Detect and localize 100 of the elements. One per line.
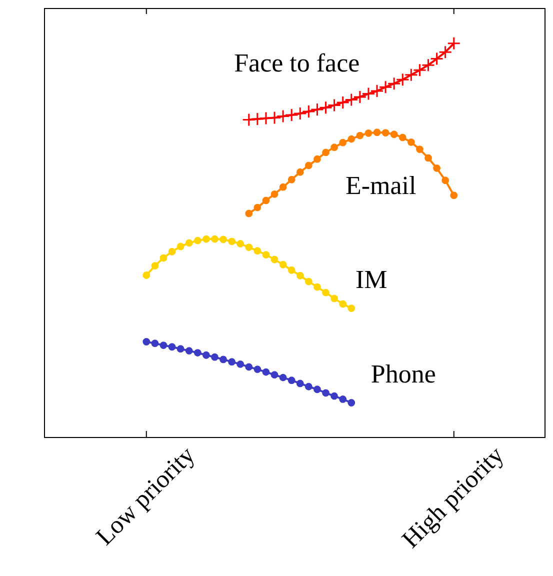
point <box>176 345 184 353</box>
point <box>211 353 218 361</box>
point <box>314 155 321 163</box>
point <box>202 351 210 359</box>
point <box>382 129 390 136</box>
point <box>396 72 410 86</box>
point <box>168 343 176 351</box>
point <box>362 87 376 101</box>
point <box>185 239 193 247</box>
point <box>279 183 287 191</box>
point <box>447 36 461 50</box>
point <box>322 148 330 156</box>
point <box>194 236 202 244</box>
point <box>288 176 296 184</box>
point <box>373 128 381 136</box>
point <box>314 283 321 291</box>
point <box>348 304 356 312</box>
point <box>220 356 227 364</box>
point <box>302 104 316 118</box>
point <box>202 235 210 243</box>
point <box>450 192 458 200</box>
point <box>348 135 356 143</box>
point <box>220 236 227 244</box>
point <box>314 386 321 394</box>
point <box>339 300 347 308</box>
point <box>348 399 356 406</box>
point <box>416 146 424 153</box>
point <box>254 204 262 212</box>
point <box>322 288 330 296</box>
point <box>404 68 418 82</box>
point <box>356 132 364 140</box>
point <box>336 96 350 110</box>
point <box>270 256 278 264</box>
point <box>304 162 312 170</box>
point <box>245 210 253 218</box>
point <box>151 340 159 348</box>
point <box>364 129 372 137</box>
point <box>310 102 324 116</box>
point <box>236 360 244 368</box>
point <box>176 242 184 250</box>
point <box>387 76 401 90</box>
point <box>304 278 312 286</box>
point <box>262 368 270 376</box>
point <box>284 108 298 122</box>
series-label: IM <box>355 265 388 294</box>
point <box>288 266 296 274</box>
point <box>245 244 253 251</box>
point <box>390 130 398 138</box>
point <box>370 84 384 98</box>
point <box>330 144 338 152</box>
point <box>330 294 338 302</box>
point <box>339 396 347 403</box>
point <box>254 247 262 255</box>
point <box>194 349 202 356</box>
point <box>296 380 304 388</box>
series-label: Face to face <box>234 48 360 78</box>
point <box>433 164 440 172</box>
point <box>160 342 168 349</box>
point <box>211 235 218 243</box>
point <box>430 52 444 66</box>
point <box>228 358 236 366</box>
point <box>245 363 253 371</box>
point <box>142 338 150 346</box>
point <box>279 374 287 382</box>
point <box>304 382 312 390</box>
point <box>242 113 256 127</box>
point <box>328 98 342 112</box>
point <box>259 111 273 125</box>
point <box>398 134 406 142</box>
point <box>293 106 307 120</box>
point <box>279 260 287 268</box>
point <box>322 389 330 397</box>
point <box>353 90 367 104</box>
point <box>228 238 236 246</box>
point <box>151 262 159 270</box>
point <box>407 138 415 146</box>
point <box>330 392 338 400</box>
point <box>276 109 290 123</box>
point <box>288 376 296 384</box>
point <box>339 138 347 146</box>
point <box>422 58 435 72</box>
point <box>236 240 244 248</box>
point <box>142 272 150 279</box>
point <box>160 254 168 262</box>
point <box>268 111 282 125</box>
point <box>424 154 432 162</box>
point <box>262 251 270 258</box>
point <box>438 45 452 59</box>
point <box>378 80 392 94</box>
series-label: Phone <box>370 360 436 389</box>
point <box>262 196 270 204</box>
series-label: E-mail <box>345 171 416 200</box>
point <box>296 272 304 280</box>
point <box>344 92 358 106</box>
point <box>296 168 304 176</box>
point <box>168 248 176 256</box>
point <box>270 190 278 198</box>
point <box>319 100 333 114</box>
point <box>412 63 426 77</box>
point <box>442 176 450 184</box>
